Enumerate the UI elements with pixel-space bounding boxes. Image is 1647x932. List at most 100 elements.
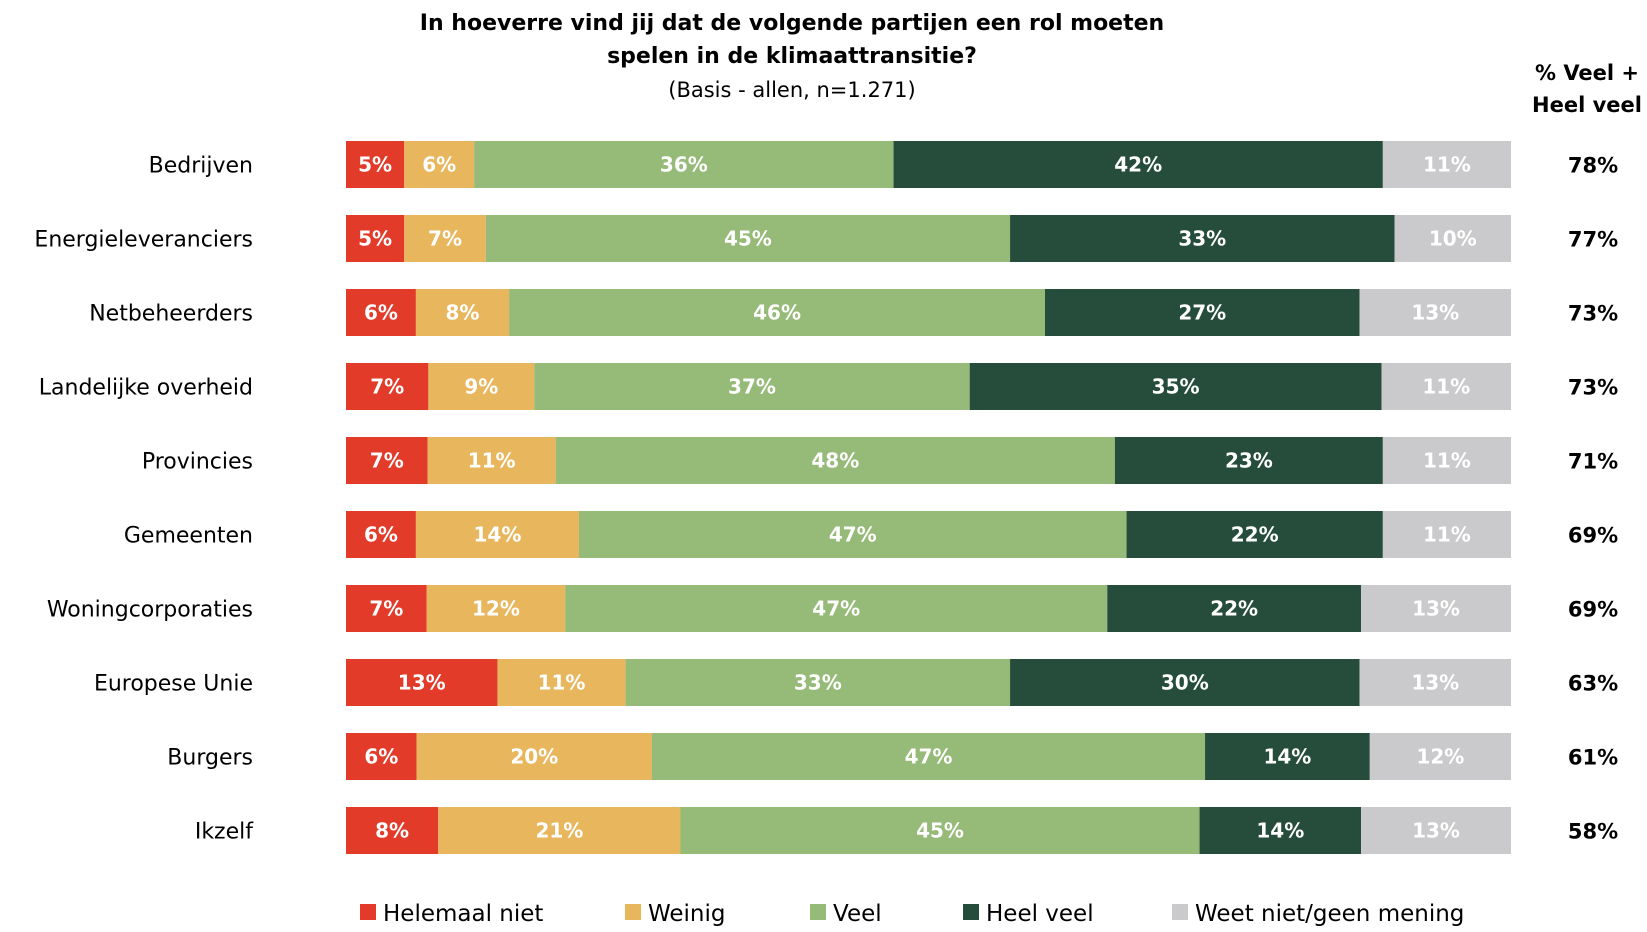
- bar-segment: [346, 215, 405, 262]
- data-label: 11%: [538, 671, 586, 695]
- category-label: Netbeheerders: [89, 302, 253, 327]
- bar-segment: [404, 215, 486, 262]
- bar-segment: [346, 659, 498, 706]
- data-label: 46%: [753, 301, 801, 325]
- legend-label: Helemaal niet: [383, 901, 543, 927]
- total-label: 69%: [1568, 524, 1618, 548]
- legend-label: Veel: [833, 901, 882, 927]
- bar-segment: [415, 289, 510, 336]
- bar-segment: [416, 733, 652, 780]
- category-label: Gemeenten: [124, 524, 253, 549]
- data-label: 8%: [446, 301, 480, 325]
- data-label: 6%: [364, 523, 398, 547]
- data-label: 48%: [811, 449, 859, 473]
- bar-segment: [534, 363, 970, 410]
- data-label: 11%: [1422, 375, 1470, 399]
- data-label: 9%: [464, 375, 498, 399]
- bars-group: Bedrijven 5% 6% 36% 42% 11% 78% Energieleveranc…: [34, 141, 1618, 854]
- legend: Helemaal niet Weinig Veel Heel veel Weet nie…: [360, 901, 1464, 927]
- data-label: 5%: [358, 153, 392, 177]
- bar-segment: [1010, 215, 1395, 262]
- bar-segment: [346, 511, 416, 558]
- total-label: 77%: [1568, 228, 1618, 252]
- bar-segment: [555, 437, 1115, 484]
- total-label: 61%: [1568, 746, 1618, 770]
- data-label: 13%: [1412, 597, 1460, 621]
- bar-segment: [1359, 289, 1511, 336]
- bar-segment: [1107, 585, 1362, 632]
- bar-segment: [893, 141, 1383, 188]
- bar-segment: [427, 437, 556, 484]
- bar-segment: [346, 585, 427, 632]
- total-label: 71%: [1568, 450, 1618, 474]
- data-label: 13%: [1412, 819, 1460, 843]
- data-label: 42%: [1114, 153, 1162, 177]
- bar-segment: [426, 585, 566, 632]
- data-label: 33%: [1178, 227, 1226, 251]
- category-label: Provincies: [142, 450, 253, 475]
- bar-segment: [438, 807, 681, 854]
- total-label: 69%: [1568, 598, 1618, 622]
- data-label: 27%: [1178, 301, 1226, 325]
- data-label: 14%: [1256, 819, 1304, 843]
- bar-segment: [404, 141, 475, 188]
- bar-segment: [1382, 141, 1511, 188]
- data-label: 36%: [660, 153, 708, 177]
- data-label: 14%: [1263, 745, 1311, 769]
- data-label: 7%: [369, 597, 403, 621]
- data-label: 22%: [1210, 597, 1258, 621]
- data-label: 11%: [468, 449, 516, 473]
- bar-segment: [428, 363, 535, 410]
- bar-segment: [509, 289, 1046, 336]
- data-label: 33%: [794, 671, 842, 695]
- data-label: 23%: [1225, 449, 1273, 473]
- data-label: 7%: [370, 375, 404, 399]
- bar-segment: [1382, 511, 1511, 558]
- data-label: 37%: [728, 375, 776, 399]
- data-label: 14%: [474, 523, 522, 547]
- bar-segment: [497, 659, 626, 706]
- bar-segment: [1381, 363, 1511, 410]
- category-label: Landelijke overheid: [39, 376, 253, 401]
- total-label: 63%: [1568, 672, 1618, 696]
- data-label: 47%: [829, 523, 877, 547]
- bar-segment: [565, 585, 1108, 632]
- bar-segment: [1114, 437, 1383, 484]
- data-label: 11%: [1423, 153, 1471, 177]
- data-label: 5%: [358, 227, 392, 251]
- chart-subtitle: (Basis - allen, n=1.271): [668, 78, 915, 102]
- bar-segment: [1361, 585, 1511, 632]
- bar-segment: [474, 141, 894, 188]
- bar-segment: [625, 659, 1011, 706]
- category-label: Bedrijven: [149, 154, 253, 179]
- data-label: 12%: [1416, 745, 1464, 769]
- bar-segment: [485, 215, 1011, 262]
- bar-segment: [346, 437, 428, 484]
- total-label: 78%: [1568, 154, 1618, 178]
- category-label: Ikzelf: [195, 820, 254, 845]
- bar-segment: [969, 363, 1382, 410]
- category-label: Woningcorporaties: [47, 598, 253, 623]
- data-label: 6%: [422, 153, 456, 177]
- data-label: 13%: [1411, 671, 1459, 695]
- data-label: 30%: [1161, 671, 1209, 695]
- bar-segment: [680, 807, 1200, 854]
- legend-label: Weet niet/geen mening: [1195, 901, 1464, 927]
- bar-segment: [1359, 659, 1511, 706]
- data-label: 47%: [812, 597, 860, 621]
- total-header-line-1: % Veel +: [1535, 61, 1639, 85]
- category-label: Europese Unie: [94, 672, 253, 697]
- bar-segment: [346, 289, 416, 336]
- legend-swatch: [963, 904, 979, 920]
- data-label: 13%: [398, 671, 446, 695]
- data-label: 10%: [1429, 227, 1477, 251]
- data-label: 8%: [375, 819, 409, 843]
- category-label: Energieleveranciers: [34, 228, 253, 253]
- bar-segment: [346, 363, 429, 410]
- data-label: 11%: [1423, 449, 1471, 473]
- bar-segment: [1199, 807, 1362, 854]
- data-label: 12%: [472, 597, 520, 621]
- bar-segment: [1382, 437, 1511, 484]
- legend-label: Weinig: [648, 901, 726, 927]
- total-header-line-2: Heel veel: [1532, 93, 1642, 117]
